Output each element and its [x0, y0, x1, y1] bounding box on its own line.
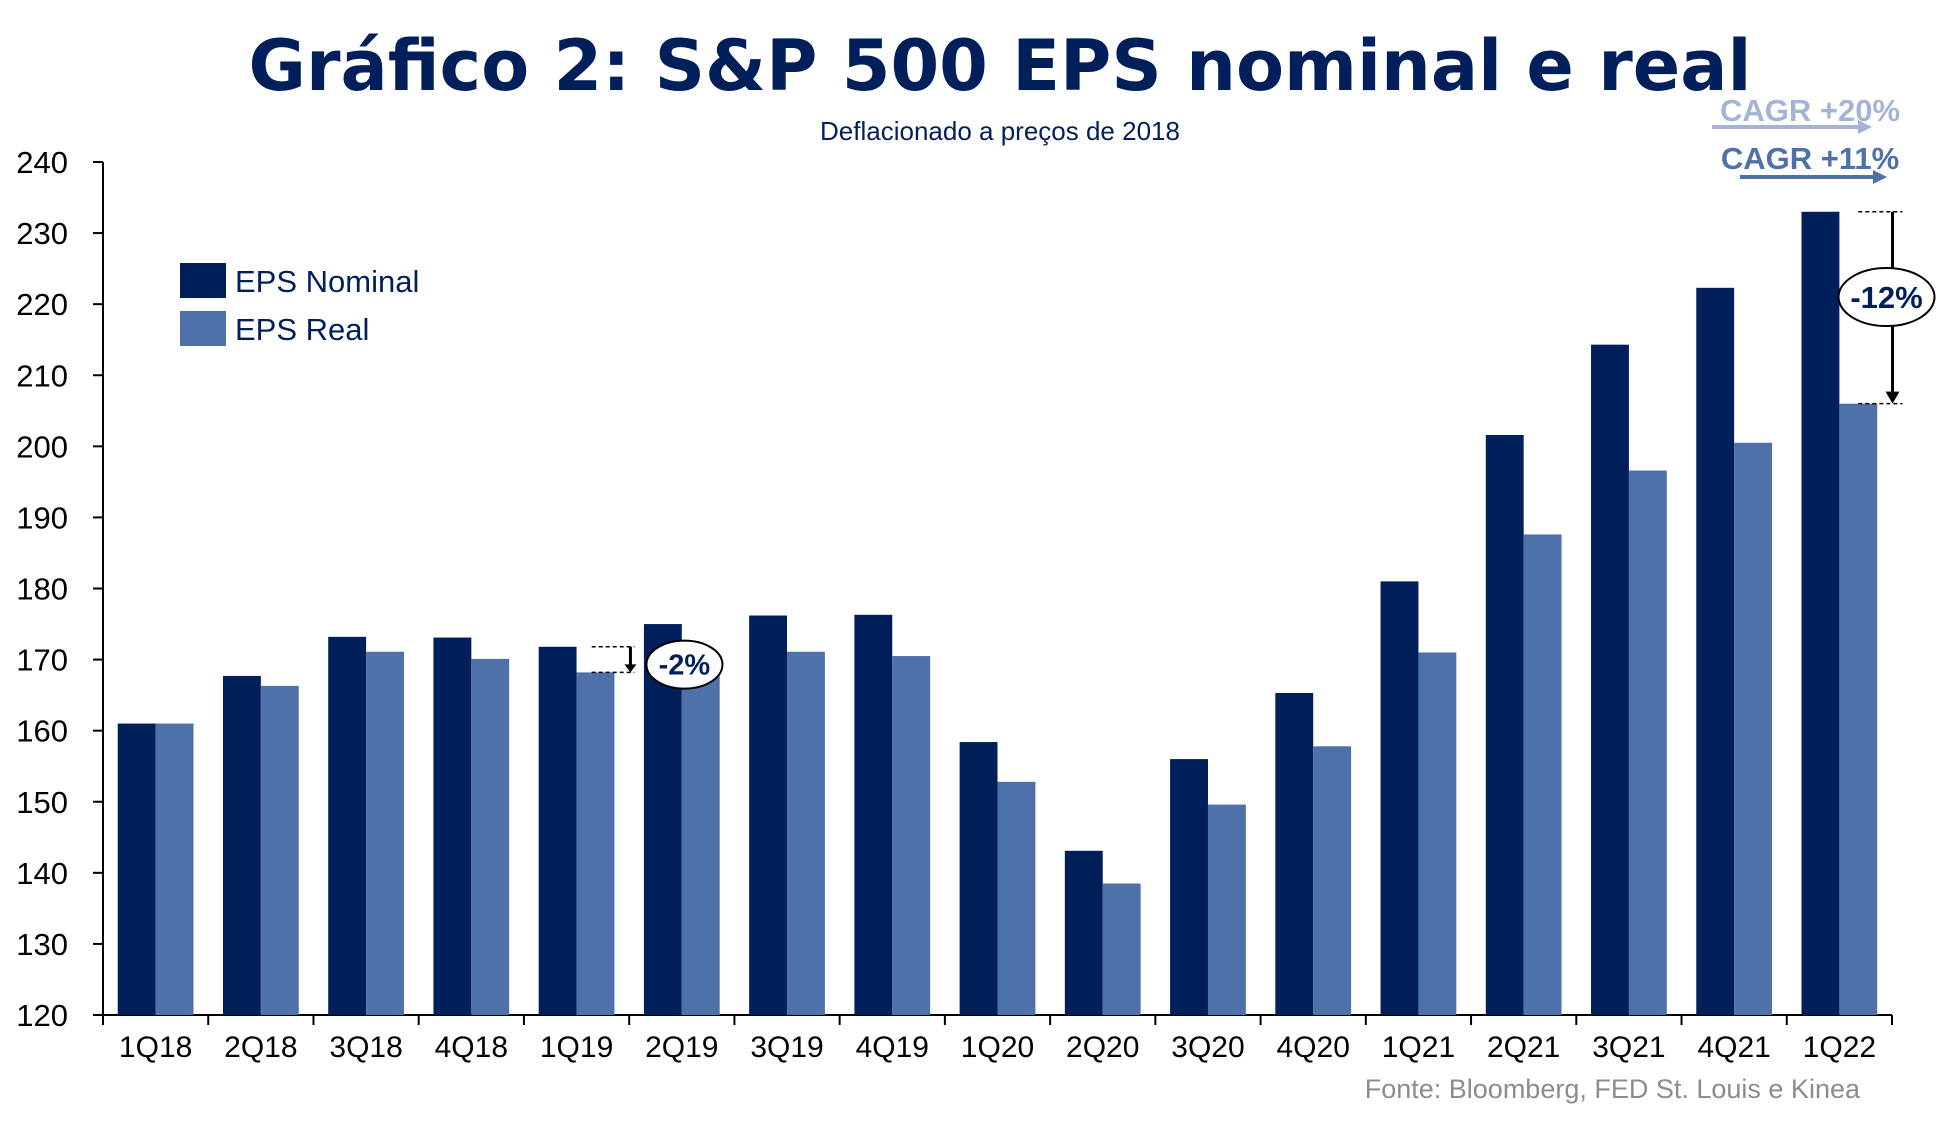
x-tick-label: 3Q21: [1592, 1031, 1665, 1064]
bar-nominal-2Q20: [1064, 850, 1103, 1015]
x-tick-label: 1Q19: [540, 1031, 613, 1064]
annotations: -2% -12% CAGR +20% CAGR +11%: [591, 93, 1936, 690]
y-tick-label: 220: [16, 287, 68, 322]
x-tick-label: 3Q20: [1171, 1031, 1244, 1064]
x-tick-label: 2Q18: [224, 1031, 297, 1064]
cagr-label: CAGR +11%: [1721, 141, 1899, 176]
y-tick-label: 240: [16, 145, 68, 180]
cagr-label: CAGR +20%: [1720, 93, 1900, 128]
x-tick-label: 1Q22: [1803, 1031, 1876, 1064]
y-tick-label: 150: [16, 785, 68, 820]
bar-real-4Q18: [471, 658, 510, 1015]
bar-real-3Q20: [1207, 804, 1246, 1015]
y-tick-label: 190: [16, 500, 68, 535]
x-tick-label: 2Q19: [645, 1031, 718, 1064]
bar-nominal-2Q19: [643, 624, 682, 1015]
bar-nominal-3Q19: [749, 615, 788, 1015]
bar-real-4Q19: [892, 656, 931, 1015]
bar-real-2Q18: [260, 685, 299, 1015]
legend-label: EPS Nominal: [235, 264, 419, 299]
bar-nominal-3Q21: [1591, 344, 1629, 1015]
bar-real-1Q20: [997, 781, 1036, 1015]
bar-nominal-2Q21: [1485, 434, 1524, 1016]
x-tick-label: 4Q20: [1277, 1031, 1350, 1064]
x-tick-label: 2Q21: [1487, 1031, 1560, 1064]
bar-nominal-1Q19: [538, 646, 577, 1015]
x-tick-label: 1Q18: [119, 1031, 192, 1064]
drop-arrow-head: [624, 664, 637, 673]
y-tick-label: 120: [16, 998, 68, 1033]
cagr-arrow-head: [1873, 170, 1887, 184]
bar-nominal-2Q18: [222, 675, 261, 1015]
bar-real-3Q19: [787, 651, 825, 1015]
chart-title: Gráfico 2: S&P 500 EPS nominal e real: [248, 25, 1751, 107]
bar-nominal-4Q21: [1696, 287, 1735, 1015]
bars: [117, 211, 1878, 1016]
y-tick-label: 130: [16, 927, 68, 962]
bar-real-1Q18: [155, 723, 194, 1015]
bar-nominal-1Q20: [959, 742, 998, 1015]
y-tick-label: 180: [16, 572, 68, 607]
bar-real-4Q20: [1313, 746, 1352, 1015]
legend-swatch: [180, 311, 226, 346]
bar-real-2Q20: [1102, 883, 1141, 1015]
drop-label: -2%: [659, 650, 711, 682]
x-tick-label: 4Q18: [435, 1031, 508, 1064]
bar-nominal-3Q18: [328, 636, 367, 1015]
y-tick-label: 230: [16, 216, 68, 251]
bar-nominal-4Q19: [854, 614, 893, 1015]
bar-nominal-4Q20: [1275, 692, 1314, 1015]
bar-real-1Q19: [576, 672, 615, 1015]
bar-nominal-4Q18: [433, 637, 472, 1015]
bar-nominal-1Q21: [1380, 581, 1419, 1015]
bar-real-4Q21: [1734, 442, 1773, 1015]
bar-real-1Q22: [1839, 403, 1878, 1015]
bar-nominal-1Q22: [1801, 211, 1840, 1016]
x-tick-label: 3Q19: [750, 1031, 823, 1064]
legend-label: EPS Real: [235, 312, 369, 347]
y-tick-label: 200: [16, 429, 68, 464]
drop-arrow-head: [1885, 391, 1900, 404]
drop-badge: [1837, 267, 1936, 328]
y-tick-label: 160: [16, 714, 68, 749]
axes: 120 130 140 150 160 170 180 190 200 210 220 230 240: [16, 145, 1893, 1033]
bar-real-2Q19: [681, 658, 720, 1015]
source-note: Fonte: Bloomberg, FED St. Louis e Kinea: [1365, 1074, 1861, 1104]
x-tick-label: 4Q19: [856, 1031, 929, 1064]
cagr-arrow-head: [1858, 120, 1872, 134]
bar-nominal-3Q20: [1170, 759, 1208, 1015]
x-tick-labels: 1Q18 2Q18 3Q18 4Q18 1Q19 2Q19 3Q19 4Q19 1Q20 2Q20…: [119, 1031, 1876, 1064]
drop-badge: [645, 639, 724, 690]
x-tick-label: 1Q20: [961, 1031, 1034, 1064]
legend-swatch: [180, 263, 226, 298]
legend: EPS Nominal EPS Real: [180, 263, 419, 347]
drop-label: -12%: [1850, 280, 1922, 315]
bar-real-2Q21: [1523, 534, 1562, 1015]
bar-real-3Q18: [366, 651, 404, 1015]
x-tick-label: 3Q18: [329, 1031, 402, 1064]
x-tick-label: 1Q21: [1382, 1031, 1455, 1064]
bar-real-1Q21: [1418, 652, 1457, 1015]
x-tick-label: 4Q21: [1697, 1031, 1770, 1064]
chart-subtitle: Deflacionado a preços de 2018: [820, 116, 1180, 146]
y-tick-label: 140: [16, 856, 68, 891]
y-tick-label: 210: [16, 358, 68, 393]
bar-real-3Q21: [1628, 470, 1667, 1015]
bar-nominal-1Q18: [117, 723, 156, 1015]
x-tick-label: 2Q20: [1066, 1031, 1139, 1064]
y-tick-label: 170: [16, 643, 68, 678]
